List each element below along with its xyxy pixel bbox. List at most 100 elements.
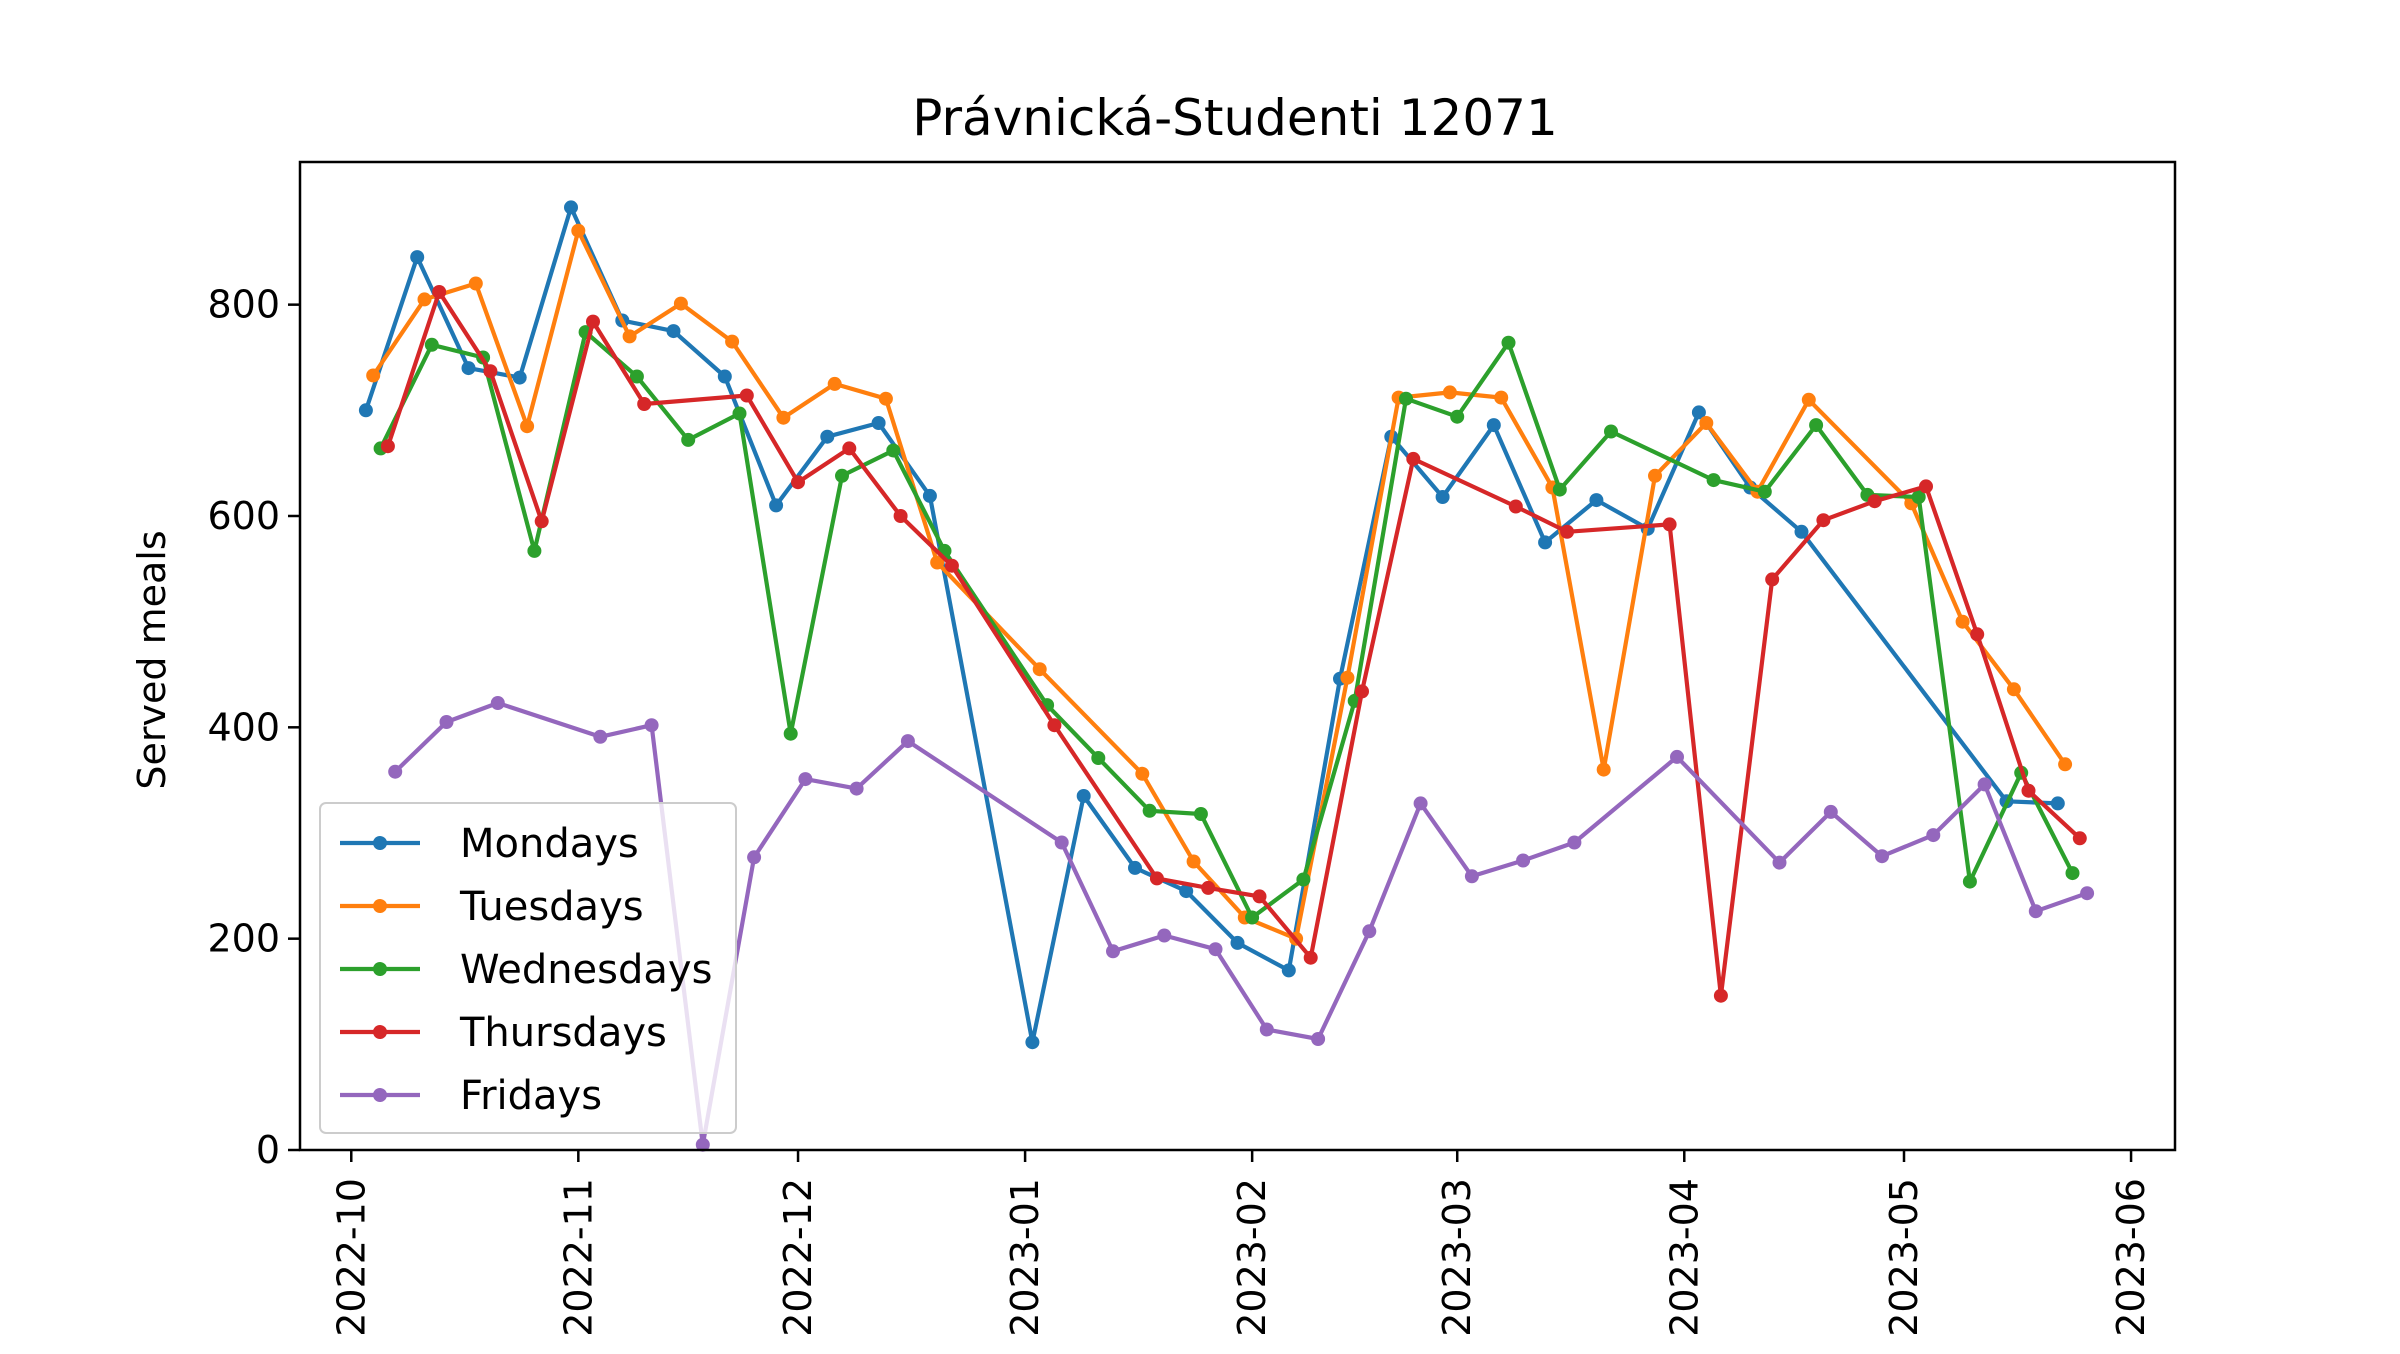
data-point	[732, 406, 747, 421]
data-point	[1809, 418, 1824, 433]
data-point	[1977, 777, 1992, 792]
data-point	[747, 850, 762, 865]
data-point	[878, 391, 893, 406]
data-point	[769, 498, 784, 513]
data-point	[1494, 390, 1509, 405]
x-tick-label: 2023-01	[1003, 1178, 1047, 1337]
data-point	[725, 334, 740, 349]
data-point	[666, 324, 681, 339]
data-point	[388, 764, 403, 779]
data-point	[2080, 886, 2095, 901]
data-point	[886, 443, 901, 458]
data-point	[681, 432, 696, 447]
data-point	[1919, 479, 1933, 494]
data-point	[1186, 854, 1201, 869]
data-point	[1091, 751, 1106, 765]
data-point	[564, 200, 578, 215]
data-point	[1486, 418, 1501, 433]
data-point	[571, 223, 586, 238]
data-point	[1501, 335, 1516, 350]
data-point	[417, 292, 432, 307]
y-tick-label: 0	[256, 1128, 280, 1172]
legend-swatch-marker	[373, 899, 387, 913]
data-point	[1516, 853, 1531, 868]
data-point	[1179, 884, 1194, 899]
data-point	[366, 368, 381, 383]
data-point	[1193, 807, 1208, 821]
legend-label: Tuesdays	[459, 884, 644, 930]
data-point	[424, 337, 439, 352]
data-point	[380, 439, 395, 454]
y-tick-label: 400	[207, 705, 280, 749]
data-point	[1765, 572, 1780, 587]
x-tick-label: 2023-03	[1435, 1178, 1479, 1337]
data-point	[622, 329, 637, 344]
data-point	[893, 509, 908, 523]
data-point	[1823, 804, 1838, 819]
data-point	[1772, 855, 1787, 870]
data-point	[1281, 963, 1296, 978]
data-point	[1252, 889, 1267, 904]
data-point	[520, 419, 535, 434]
legend-swatch-marker	[373, 836, 387, 850]
plot-frame	[298, 160, 2177, 1152]
data-point	[900, 734, 915, 749]
data-point	[1560, 524, 1575, 539]
chart-title: Právnická-Studenti 12071	[912, 89, 1558, 147]
data-point	[1259, 1022, 1274, 1037]
data-point	[695, 1137, 710, 1152]
x-tick-label: 2022-12	[776, 1178, 820, 1337]
series-thursdays	[380, 285, 2087, 1003]
legend-label: Wednesdays	[460, 947, 712, 993]
data-point	[1970, 627, 1985, 642]
legend-label: Fridays	[460, 1073, 602, 1119]
y-axis-label: Served meals	[130, 530, 174, 789]
data-point	[1128, 860, 1142, 875]
data-point	[1149, 871, 1164, 886]
data-point	[1032, 662, 1047, 677]
data-point	[930, 555, 945, 570]
data-point	[1303, 950, 1318, 965]
data-point	[1538, 535, 1553, 550]
data-point	[1340, 670, 1355, 685]
data-point	[2050, 796, 2065, 811]
data-point	[1794, 524, 1809, 539]
data-point	[791, 475, 805, 490]
data-point	[842, 441, 857, 456]
data-point	[2058, 757, 2073, 772]
data-point	[1508, 499, 1523, 514]
data-point	[1311, 1032, 1326, 1046]
series-fridays	[388, 696, 2095, 1152]
legend-swatch-marker	[373, 1088, 387, 1102]
data-point	[1442, 385, 1457, 400]
x-tick-label: 2022-10	[329, 1178, 373, 1337]
data-point	[1142, 803, 1157, 818]
data-point	[1450, 409, 1465, 424]
data-point	[1713, 988, 1728, 1003]
data-point	[849, 781, 864, 796]
data-point	[944, 558, 959, 573]
data-point	[593, 729, 608, 744]
data-point	[1362, 924, 1377, 939]
data-point	[1296, 872, 1311, 887]
y-tick-label: 800	[207, 283, 280, 327]
data-point	[468, 276, 483, 291]
data-point	[717, 369, 732, 384]
legend-label: Thursdays	[459, 1010, 667, 1056]
data-point	[871, 416, 886, 430]
legend-label: Mondays	[460, 821, 639, 867]
data-point	[1662, 517, 1677, 532]
data-point	[527, 543, 542, 558]
data-point	[1208, 942, 1223, 957]
data-point	[1801, 392, 1816, 407]
legend-swatch-marker	[373, 1025, 387, 1039]
data-point	[1025, 1035, 1040, 1050]
data-point	[490, 696, 505, 710]
y-tick-label: 600	[207, 494, 280, 538]
x-axis-ticks: 2022-10 2022-11 2022-12 2023-01 2023-02 2023-…	[329, 1150, 2153, 1337]
y-tick-label: 200	[207, 917, 280, 961]
data-point	[798, 772, 813, 787]
data-point	[783, 726, 798, 741]
